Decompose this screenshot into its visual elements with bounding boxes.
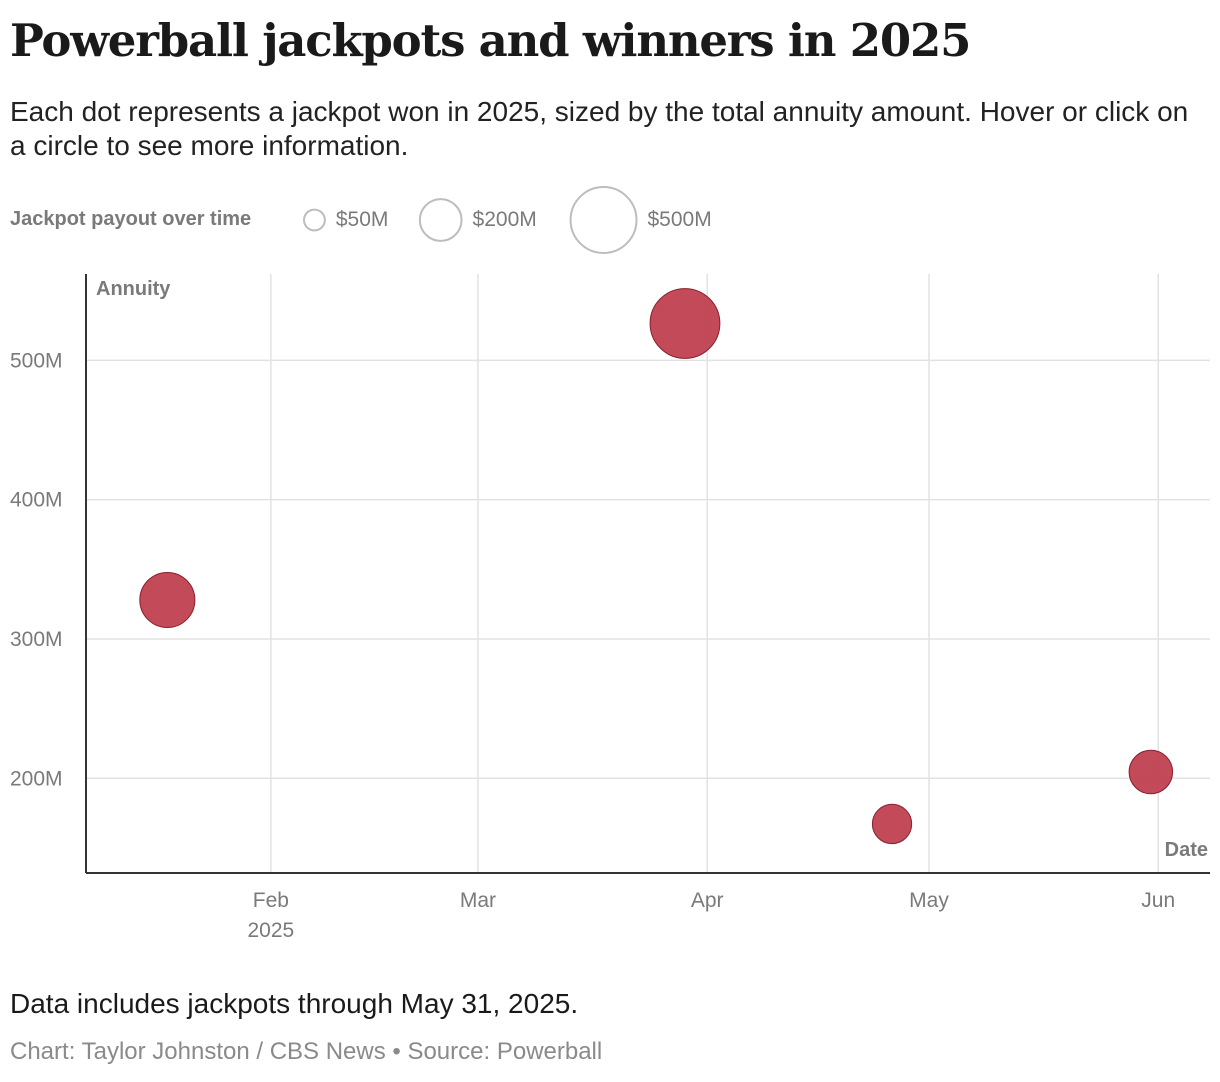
size-legend: Jackpot payout over time $50M $200M $500…	[10, 186, 910, 254]
y-tick-label: 200M	[10, 767, 63, 790]
y-tick-label: 300M	[10, 628, 63, 651]
legend-title: Jackpot payout over time	[10, 208, 252, 230]
legend-label-200m: $200M	[472, 208, 537, 231]
x-tick-label: May	[909, 889, 949, 912]
tick-labels: 200M 300M 400M 500M Feb 2025 Mar Apr May Jun	[10, 349, 1175, 942]
legend-label-50m: $50M	[335, 208, 389, 231]
jackpot-dot[interactable]	[649, 288, 721, 359]
y-tick-label: 400M	[10, 489, 63, 512]
x-tick-label: Apr	[691, 889, 724, 912]
y-tick-label: 500M	[10, 349, 63, 372]
chart-title: Powerball jackpots and winners in 2025	[10, 14, 971, 67]
jackpot-dot[interactable]	[871, 803, 913, 845]
legend-circle	[418, 198, 463, 242]
legend-circle	[303, 208, 326, 232]
grid-lines	[86, 274, 1210, 873]
chart-subtitle: Each dot represents a jackpot won in 202…	[10, 96, 1189, 161]
legend-label-500m: $500M	[647, 208, 712, 231]
scatter-chart: 200M 300M 400M 500M Feb 2025 Mar Apr May Jun Annu…	[10, 274, 1210, 942]
jackpot-dot[interactable]	[1128, 749, 1174, 795]
source-credit: Chart: Taylor Johnston / CBS News • Sour…	[10, 1038, 603, 1065]
data-note: Data includes jackpots through May 31, 2…	[10, 988, 579, 1019]
legend-circle	[569, 186, 638, 254]
legend-circles	[303, 186, 638, 254]
x-tick-label: Jun	[1141, 889, 1175, 912]
x-tick-label: Feb	[253, 889, 289, 912]
data-points[interactable]	[139, 288, 1174, 845]
axes	[85, 274, 1210, 874]
x-tick-sublabel: 2025	[248, 919, 295, 942]
x-tick-label: Mar	[460, 889, 496, 912]
x-axis-title: Date	[1165, 839, 1208, 861]
y-axis-title: Annuity	[96, 278, 171, 300]
jackpot-dot[interactable]	[139, 571, 196, 628]
